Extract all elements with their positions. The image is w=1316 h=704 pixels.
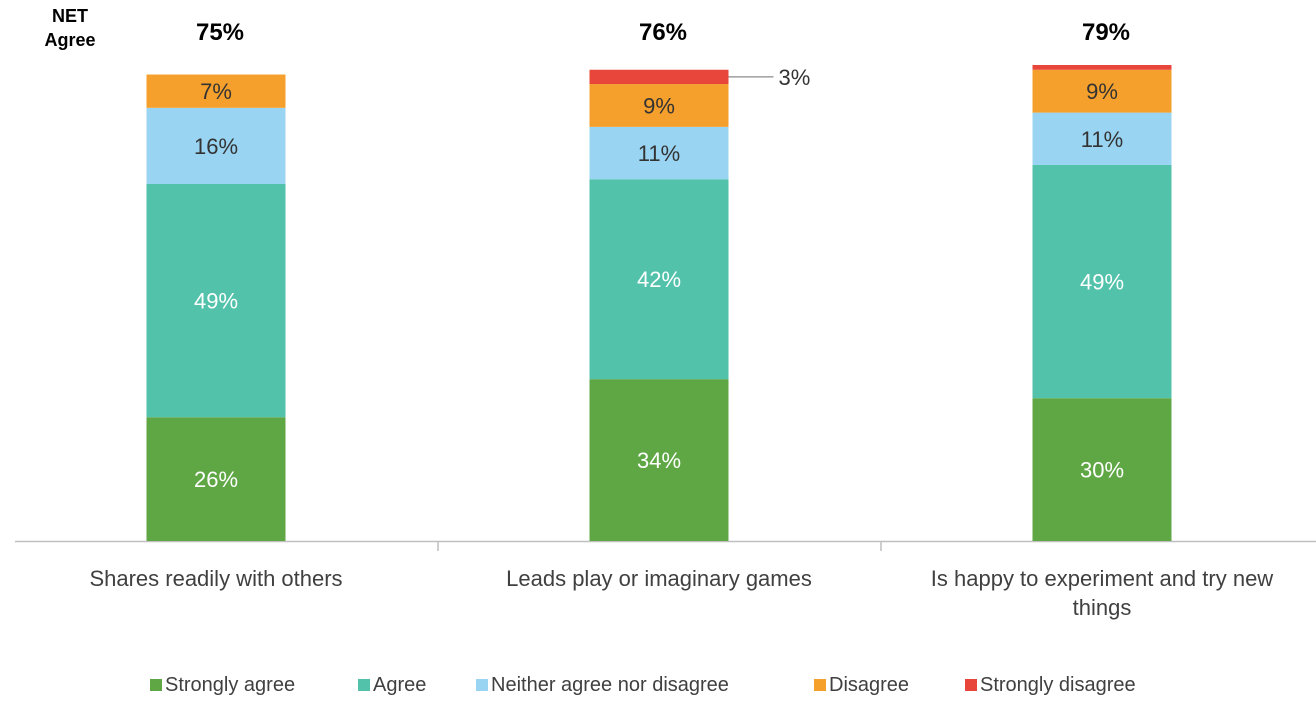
legend-label-1: Strongly agree <box>165 674 295 696</box>
legend-label-3: Neither agree nor disagree <box>491 674 729 696</box>
legend-swatch-4 <box>814 679 826 691</box>
bar-segment-2-3 <box>589 126 729 180</box>
x-tick-label-2: Leads play or imaginary games <box>506 566 812 591</box>
legend-swatch-1 <box>150 679 162 691</box>
x-tick-label-3-line-1: Is happy to experiment and try new <box>931 566 1274 591</box>
bar-segment-2-2 <box>589 179 729 380</box>
x-tick-label-1: Shares readily with others <box>89 566 342 591</box>
net-agree-value-3: 79% <box>1082 19 1130 46</box>
data-label-3-2: 49% <box>1080 270 1124 295</box>
legend-swatch-2 <box>358 679 370 691</box>
legend-label-4: Disagree <box>829 674 909 696</box>
data-label-2-4: 9% <box>643 93 675 118</box>
bar-segment-1-4 <box>146 74 286 108</box>
data-label-2-1: 34% <box>637 448 681 473</box>
data-label-3-4: 9% <box>1086 79 1118 104</box>
net-agree-value-1: 75% <box>196 19 244 46</box>
legend-swatch-3 <box>476 679 488 691</box>
bar-segment-2-5 <box>589 69 729 85</box>
net-agree-heading: NET Agree <box>30 4 110 52</box>
bar-segment-2-4 <box>589 84 729 127</box>
bar-segment-3-2 <box>1032 164 1172 399</box>
bar-segment-1-3 <box>146 107 286 184</box>
bar-segment-3-4 <box>1032 69 1172 113</box>
bar-segment-3-1 <box>1032 398 1172 541</box>
data-label-2-3: 11% <box>638 141 680 166</box>
bar-segment-3-5 <box>1032 65 1172 70</box>
data-label-3-1: 30% <box>1080 458 1124 483</box>
data-label-1-2: 49% <box>194 289 238 314</box>
legend-label-2: Agree <box>373 674 426 696</box>
bar-segment-1-1 <box>146 417 286 541</box>
data-label-1-1: 26% <box>194 467 238 492</box>
bar-segment-1-2 <box>146 184 286 418</box>
net-label-line1: NET <box>52 6 88 26</box>
data-label-1-3: 16% <box>194 134 238 159</box>
data-label-1-4: 7% <box>200 79 232 104</box>
legend-swatch-5 <box>965 679 977 691</box>
data-label-2-2: 42% <box>637 267 681 292</box>
bar-segment-2-1 <box>589 379 729 541</box>
bar-segment-3-3 <box>1032 112 1172 165</box>
data-label-3-3: 11% <box>1081 127 1123 152</box>
legend-label-5: Strongly disagree <box>980 674 1136 696</box>
x-tick-label-3-line-2: things <box>1073 595 1132 620</box>
net-agree-value-2: 76% <box>639 19 687 46</box>
net-label-line2: Agree <box>44 30 96 50</box>
data-label-2-5: 3% <box>779 65 811 90</box>
